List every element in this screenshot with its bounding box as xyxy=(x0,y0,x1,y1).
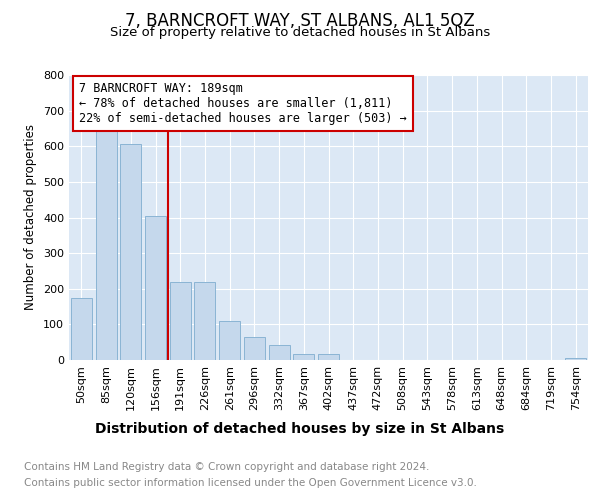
Text: Distribution of detached houses by size in St Albans: Distribution of detached houses by size … xyxy=(95,422,505,436)
Text: Size of property relative to detached houses in St Albans: Size of property relative to detached ho… xyxy=(110,26,490,39)
Text: Contains HM Land Registry data © Crown copyright and database right 2024.: Contains HM Land Registry data © Crown c… xyxy=(24,462,430,472)
Bar xyxy=(219,321,240,360)
Text: 7, BARNCROFT WAY, ST ALBANS, AL1 5QZ: 7, BARNCROFT WAY, ST ALBANS, AL1 5QZ xyxy=(125,12,475,30)
Bar xyxy=(269,344,290,360)
Y-axis label: Number of detached properties: Number of detached properties xyxy=(25,124,37,310)
Text: 7 BARNCROFT WAY: 189sqm
← 78% of detached houses are smaller (1,811)
22% of semi: 7 BARNCROFT WAY: 189sqm ← 78% of detache… xyxy=(79,82,407,125)
Bar xyxy=(244,337,265,360)
Bar xyxy=(95,125,116,360)
Text: Contains public sector information licensed under the Open Government Licence v3: Contains public sector information licen… xyxy=(24,478,477,488)
Bar xyxy=(120,144,141,360)
Bar xyxy=(170,282,191,360)
Bar xyxy=(194,282,215,360)
Bar xyxy=(565,358,586,360)
Bar xyxy=(145,216,166,360)
Bar xyxy=(318,354,339,360)
Bar xyxy=(71,298,92,360)
Bar xyxy=(293,354,314,360)
